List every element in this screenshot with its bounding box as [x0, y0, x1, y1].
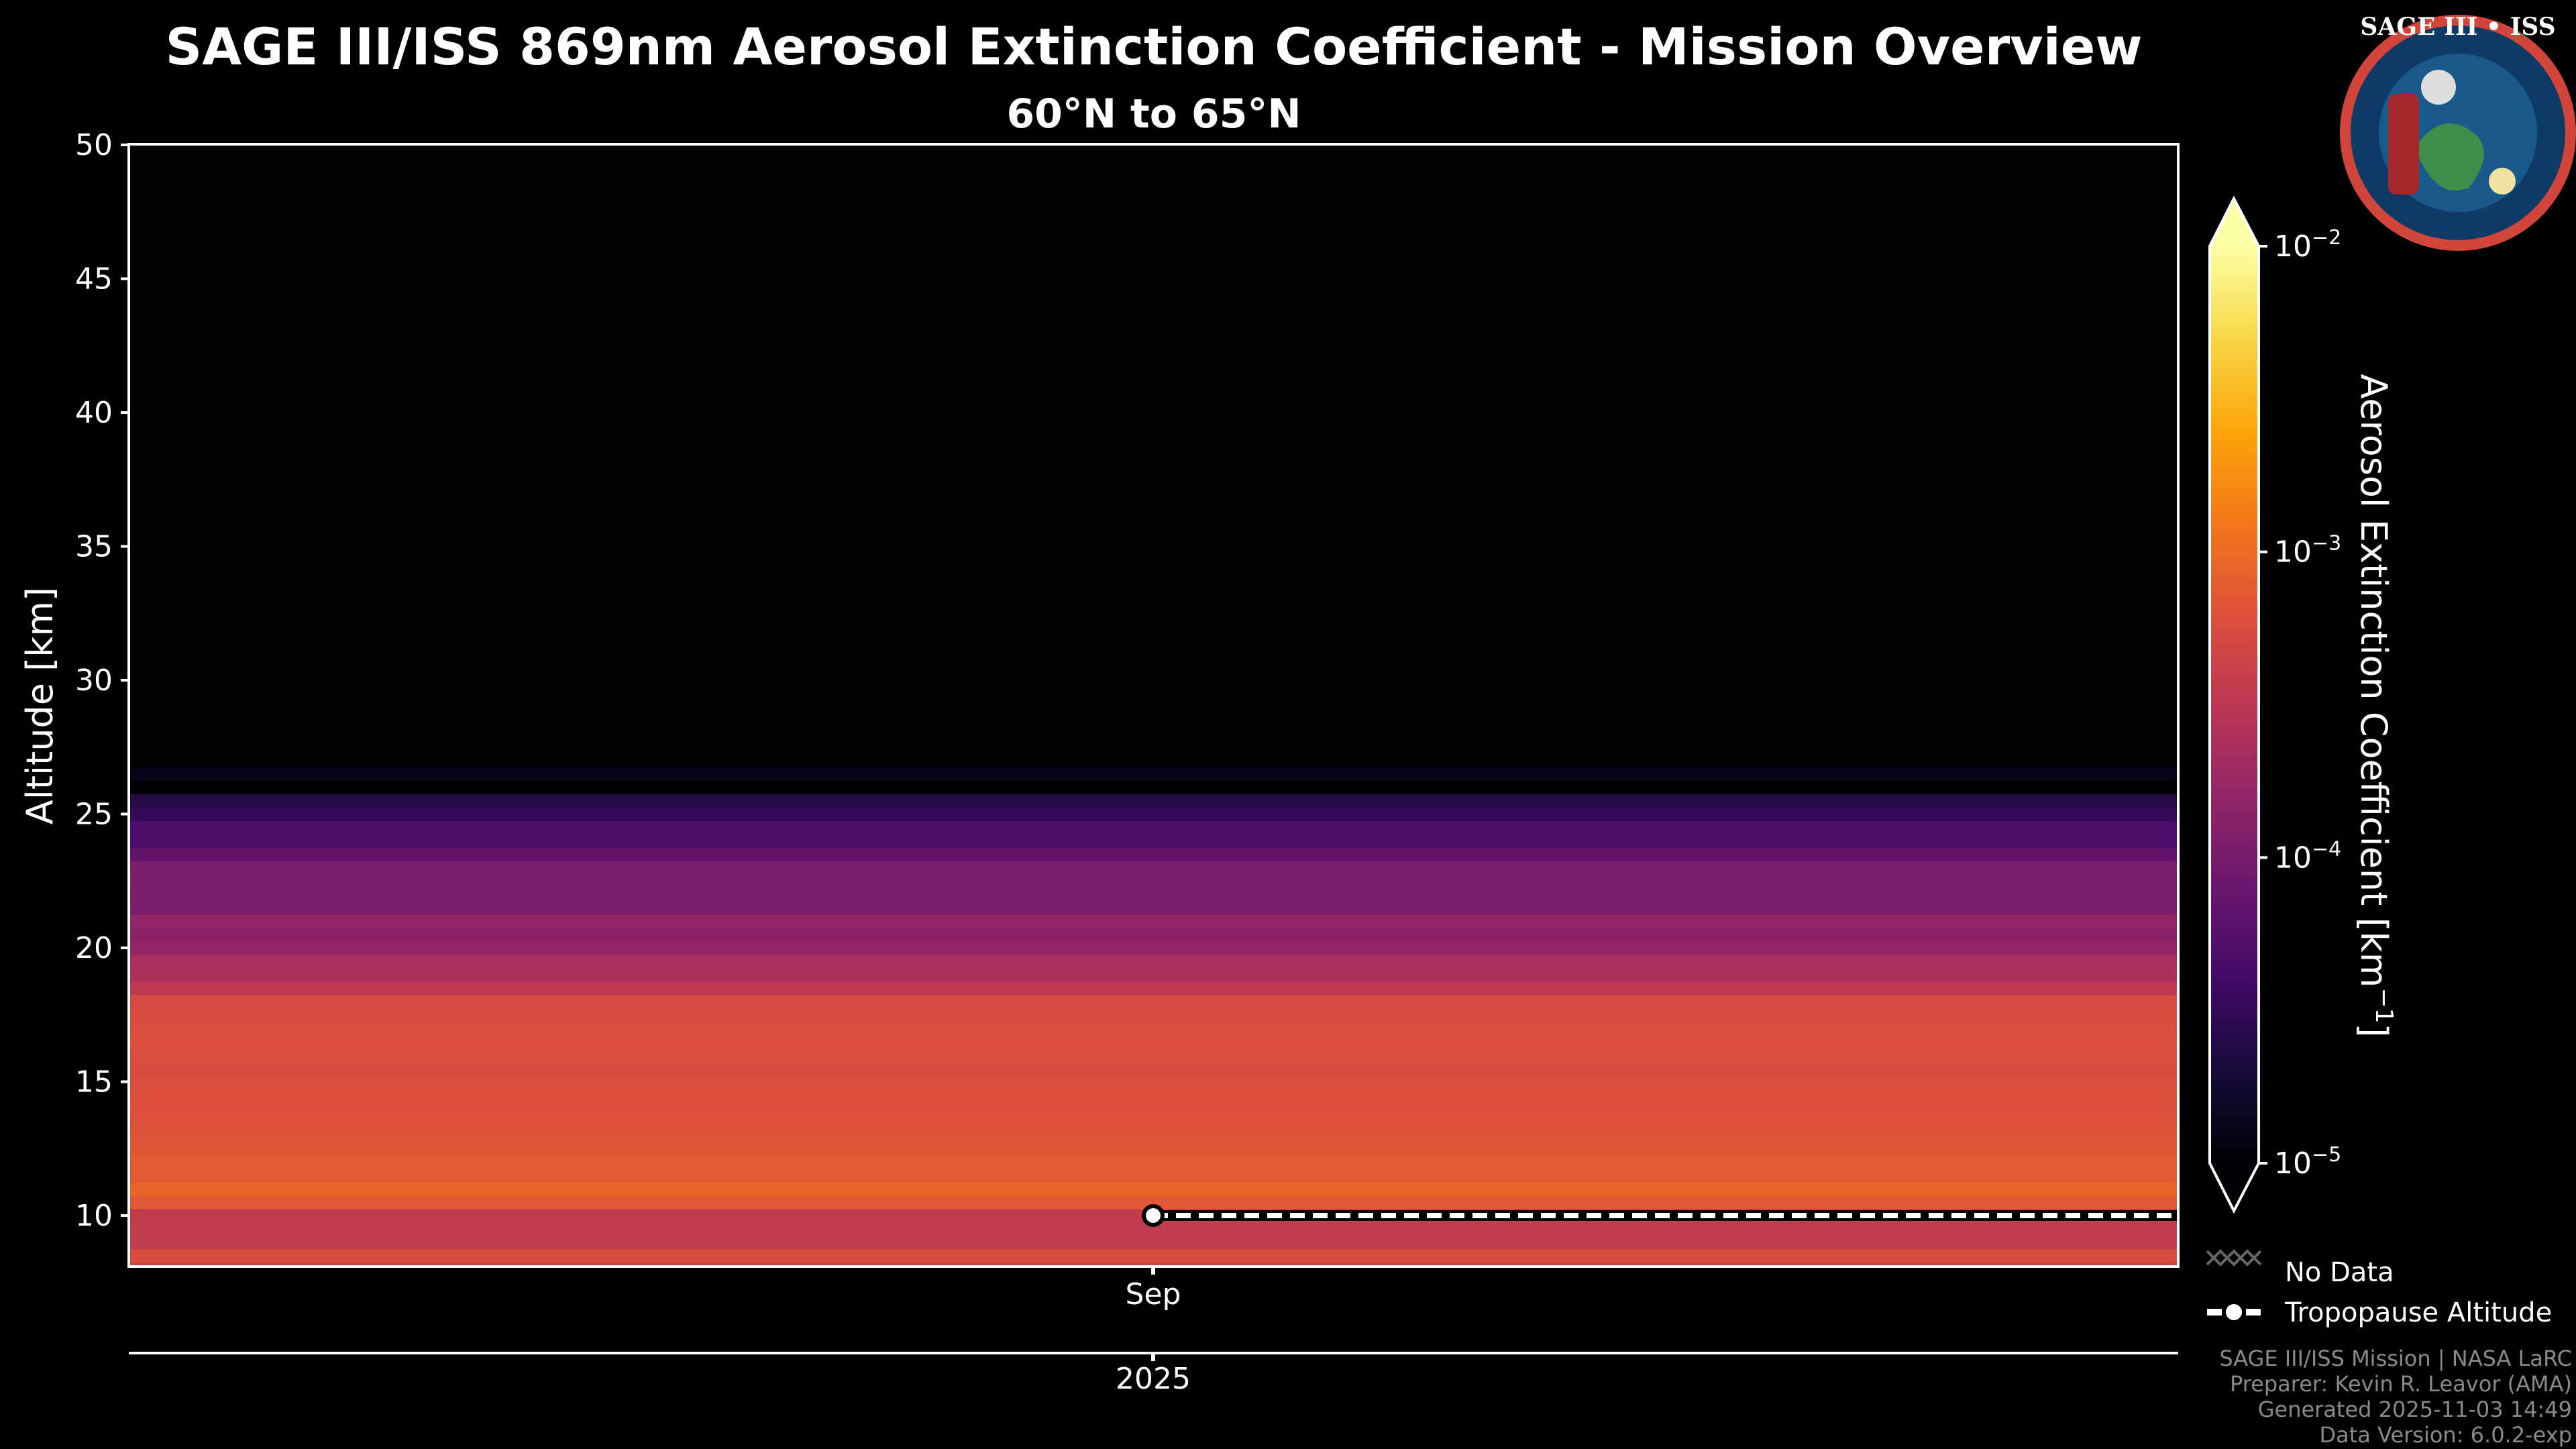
y-tick-label: 45: [75, 262, 113, 297]
x-tick-label-sep: Sep: [1126, 1277, 1181, 1311]
heatmap-cell: [129, 888, 2178, 902]
x-tick-label-2025: 2025: [1116, 1362, 1191, 1396]
y-tick-label: 15: [75, 1065, 113, 1099]
heatmap-cell: [129, 1262, 2178, 1267]
heatmap-cell: [129, 1102, 2178, 1116]
tropopause-legend-icon: [2207, 1304, 2261, 1320]
heatmap-cell: [129, 1021, 2178, 1036]
chart-subtitle: 60°N to 65°N: [1006, 91, 1301, 138]
legend-tropopause: Tropopause Altitude: [2284, 1297, 2552, 1328]
footer-generated: Generated 2025-11-03 14:49: [2258, 1397, 2572, 1422]
tropopause-point: [1142, 1204, 1165, 1227]
y-axis: 10 15 20 25 30 35 40 45 50: [75, 128, 129, 1233]
heatmap-cell: [129, 861, 2178, 875]
footer-version: Data Version: 6.0.2-exp: [2319, 1422, 2572, 1448]
footer-mission: SAGE III/ISS Mission | NASA LaRC: [2219, 1346, 2572, 1371]
heatmap-cell: [129, 967, 2178, 982]
colorbar-tick-label: 10−4: [2274, 837, 2341, 875]
legend: No Data Tropopause Altitude: [2206, 1249, 2552, 1328]
y-tick-label: 35: [75, 530, 113, 564]
y-axis-label: Altitude [km]: [19, 587, 61, 824]
colorbar-tick-label: 10−2: [2274, 226, 2341, 264]
heatmap-bands: [129, 767, 2178, 1267]
heatmap-cell: [129, 1115, 2178, 1129]
colorbar-extend-top: [2210, 199, 2259, 246]
no-data-hatch-icon: [2206, 1249, 2262, 1267]
colorbar-body: [2210, 246, 2259, 1163]
heatmap-cell: [129, 1008, 2178, 1022]
heatmap-cell: [129, 820, 2178, 835]
heatmap-cell: [129, 1248, 2178, 1263]
footer: SAGE III/ISS Mission | NASA LaRC Prepare…: [2219, 1346, 2572, 1448]
y-tick-label: 50: [75, 128, 113, 162]
heatmap-cell: [129, 807, 2178, 821]
heatmap-cell: [129, 1222, 2178, 1236]
heatmap-cell: [129, 1048, 2178, 1063]
heatmap-cell: [129, 1061, 2178, 1076]
heatmap-cell: [129, 794, 2178, 808]
heatmap-cell: [129, 767, 2178, 782]
heatmap-cell: [129, 1155, 2178, 1169]
svg-text:SAGE III • ISS: SAGE III • ISS: [2360, 13, 2555, 41]
y-tick-label: 10: [75, 1199, 113, 1233]
heatmap-cell: [129, 914, 2178, 928]
tropopause-line: [1142, 1204, 2178, 1227]
heatmap-cell: [129, 1235, 2178, 1250]
chart-title: SAGE III/ISS 869nm Aerosol Extinction Co…: [165, 17, 2142, 76]
colorbar: 10−5 10−4 10−3 10−2 Aerosol Extinction Coef…: [2208, 195, 2398, 1214]
y-tick-label: 25: [75, 798, 113, 832]
heatmap-cell: [129, 780, 2178, 795]
heatmap-cell: [129, 1142, 2178, 1156]
heatmap-cell: [129, 847, 2178, 861]
heatmap-cell: [129, 1195, 2178, 1210]
colorbar-tick-label: 10−3: [2274, 532, 2341, 570]
colorbar-tick-label: 10−5: [2274, 1143, 2341, 1181]
heatmap-cell: [129, 834, 2178, 848]
heatmap-cell: [129, 874, 2178, 888]
sage-iii-iss-logo: SAGE III • ISS: [2340, 13, 2576, 251]
heatmap-cell: [129, 1128, 2178, 1142]
heatmap-cell: [129, 1088, 2178, 1102]
heatmap-cell: [129, 941, 2178, 955]
heatmap-cell: [129, 1169, 2178, 1183]
y-tick-label: 40: [75, 396, 113, 430]
heatmap-cell: [129, 1182, 2178, 1196]
heatmap-cell: [129, 981, 2178, 996]
colorbar-label: Aerosol Extinction Coefficient [km−1]: [2353, 374, 2398, 1037]
y-tick-label: 20: [75, 931, 113, 965]
heatmap-cell: [129, 1034, 2178, 1049]
heatmap-cell: [129, 1075, 2178, 1089]
legend-no-data: No Data: [2285, 1257, 2394, 1288]
heatmap-cell: [129, 994, 2178, 1009]
colorbar-extend-bottom: [2210, 1163, 2259, 1211]
heatmap-cell: [129, 928, 2178, 942]
heatmap-cell: [129, 901, 2178, 915]
y-tick-label: 30: [75, 663, 113, 698]
footer-preparer: Preparer: Kevin R. Leavor (AMA): [2230, 1371, 2572, 1397]
heatmap-cell: [129, 954, 2178, 969]
